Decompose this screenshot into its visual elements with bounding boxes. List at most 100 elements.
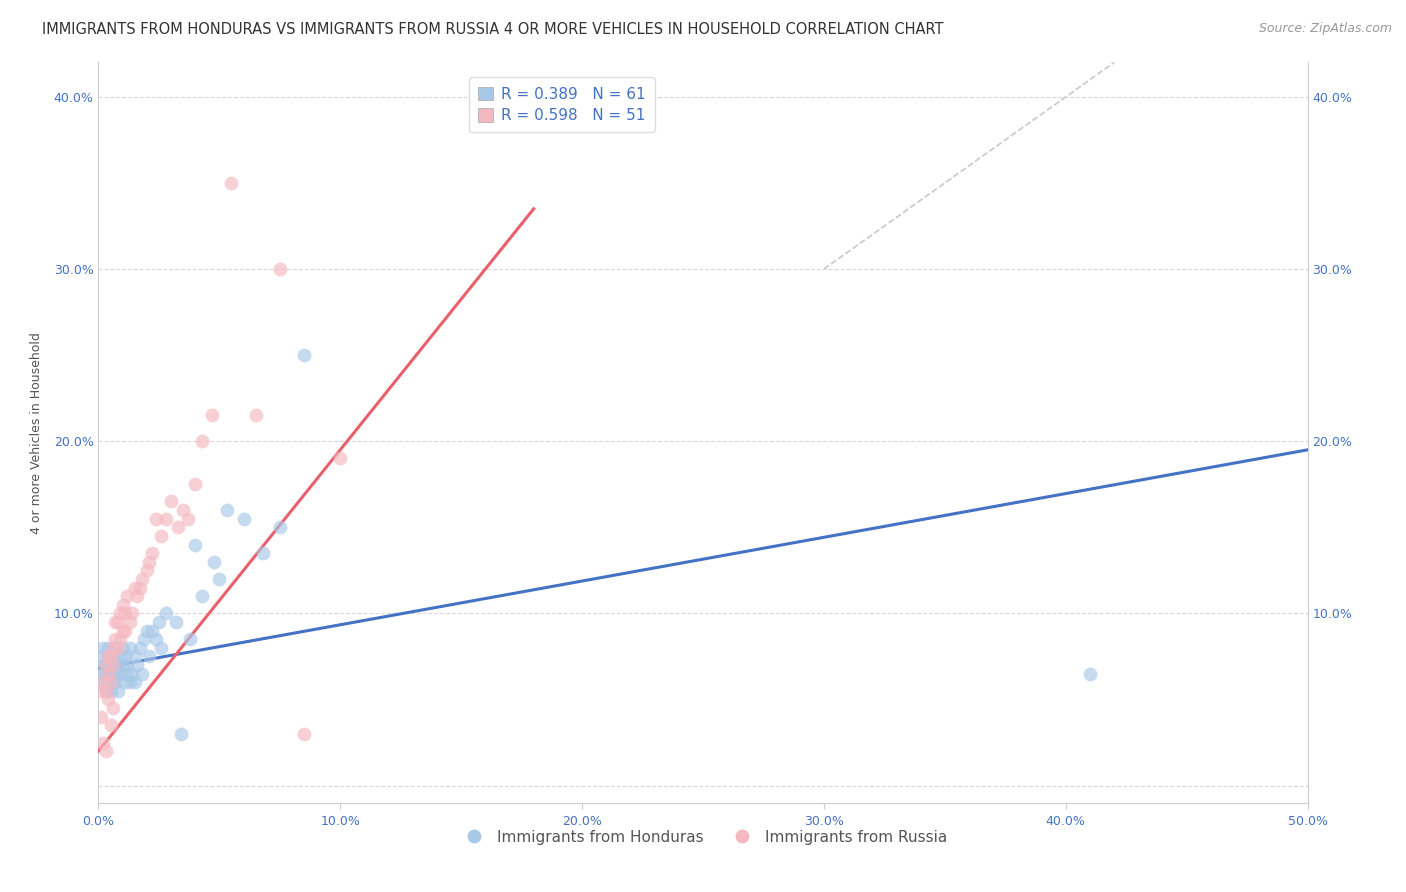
Point [148,615,170,629]
Point [90,709,112,723]
Point [91,666,114,681]
Point [124,649,146,664]
Point [107,684,129,698]
Point [150,640,173,655]
Point [201,409,224,423]
Point [94,666,117,681]
Point [107,615,129,629]
Point [252,546,274,560]
Point [111,598,134,612]
Point [91,658,114,673]
Point [114,675,136,690]
Point [114,607,136,621]
Point [108,649,131,664]
Point [108,632,131,647]
Point [329,451,352,466]
Point [167,520,190,534]
Point [145,512,167,526]
Point [94,658,117,673]
Point [131,666,153,681]
Point [97,649,120,664]
Point [121,666,143,681]
Point [177,512,200,526]
Text: IMMIGRANTS FROM HONDURAS VS IMMIGRANTS FROM RUSSIA 4 OR MORE VEHICLES IN HOUSEHO: IMMIGRANTS FROM HONDURAS VS IMMIGRANTS F… [42,22,943,37]
Point [100,675,122,690]
Text: Source: ZipAtlas.com: Source: ZipAtlas.com [1258,22,1392,36]
Point [135,563,157,577]
Point [101,675,124,690]
Point [101,701,124,715]
Point [100,649,122,664]
Point [269,262,291,277]
Point [292,348,315,362]
Point [101,649,124,664]
Point [100,658,122,673]
Point [117,589,139,603]
Point [121,607,143,621]
Point [94,744,117,758]
Point [169,727,191,741]
Point [118,675,141,690]
Point [94,684,117,698]
Point [100,666,122,681]
Point [135,624,157,638]
Point [155,512,177,526]
Point [184,537,207,551]
Point [111,624,134,638]
Point [292,727,315,741]
Point [100,718,122,732]
Legend: Immigrants from Honduras, Immigrants from Russia: Immigrants from Honduras, Immigrants fro… [453,823,953,851]
Point [124,581,146,595]
Point [128,640,150,655]
Point [134,632,156,647]
Point [104,632,127,647]
Point [108,666,131,681]
Point [90,684,112,698]
Point [141,546,163,560]
Point [114,649,136,664]
Point [184,477,207,491]
Point [204,555,226,569]
Point [118,615,141,629]
Point [108,607,131,621]
Y-axis label: 4 or more Vehicles in Household: 4 or more Vehicles in Household [30,332,42,533]
Point [97,692,120,706]
Point [117,666,139,681]
Point [100,649,122,664]
Point [107,658,129,673]
Point [91,640,114,655]
Point [117,658,139,673]
Point [90,675,112,690]
Point [165,615,187,629]
Point [269,520,291,534]
Point [97,649,120,664]
Point [179,632,201,647]
Point [191,589,214,603]
Point [107,666,129,681]
Point [138,555,160,569]
Point [128,581,150,595]
Point [94,658,117,673]
Point [104,640,127,655]
Point [107,640,129,655]
Point [145,632,167,647]
Point [104,615,127,629]
Point [208,572,231,586]
Point [91,675,114,690]
Point [155,607,177,621]
Point [245,409,267,423]
Point [215,503,238,517]
Point [1078,666,1101,681]
Point [111,640,134,655]
Point [114,624,136,638]
Point [127,658,149,673]
Point [141,624,163,638]
Point [101,658,124,673]
Point [150,529,173,543]
Point [191,434,214,449]
Point [97,675,120,690]
Point [221,176,243,190]
Point [97,640,120,655]
Point [104,675,127,690]
Point [160,494,183,508]
